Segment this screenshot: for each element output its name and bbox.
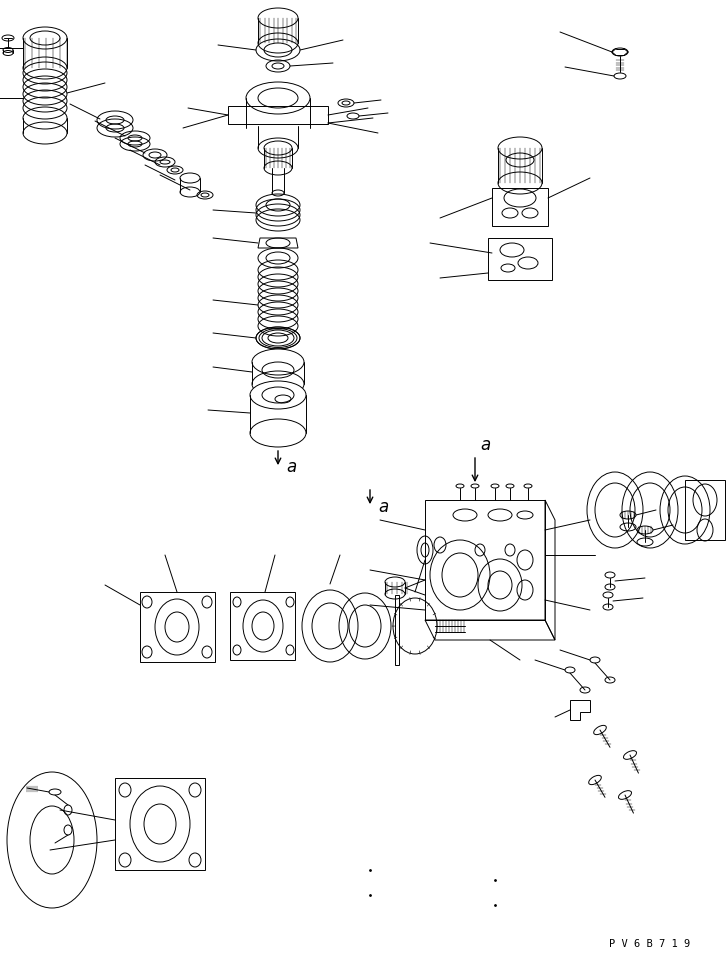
Ellipse shape [385, 577, 405, 587]
Ellipse shape [250, 381, 306, 409]
Bar [685, 480, 725, 540]
Ellipse shape [180, 173, 200, 183]
Text: a: a [286, 458, 296, 476]
Ellipse shape [23, 27, 67, 49]
Ellipse shape [258, 8, 298, 28]
Text: P V 6 B 7 1 9: P V 6 B 7 1 9 [609, 939, 691, 949]
Ellipse shape [252, 349, 304, 375]
Ellipse shape [498, 137, 542, 159]
Bar [140, 592, 215, 662]
Bar [230, 592, 295, 660]
Ellipse shape [264, 141, 292, 155]
Text: a: a [480, 436, 490, 454]
Bar [488, 238, 552, 280]
Text: a: a [378, 498, 388, 516]
Bar [228, 106, 328, 124]
Bar [115, 778, 205, 870]
Bar [395, 595, 399, 665]
Bar [492, 188, 548, 226]
